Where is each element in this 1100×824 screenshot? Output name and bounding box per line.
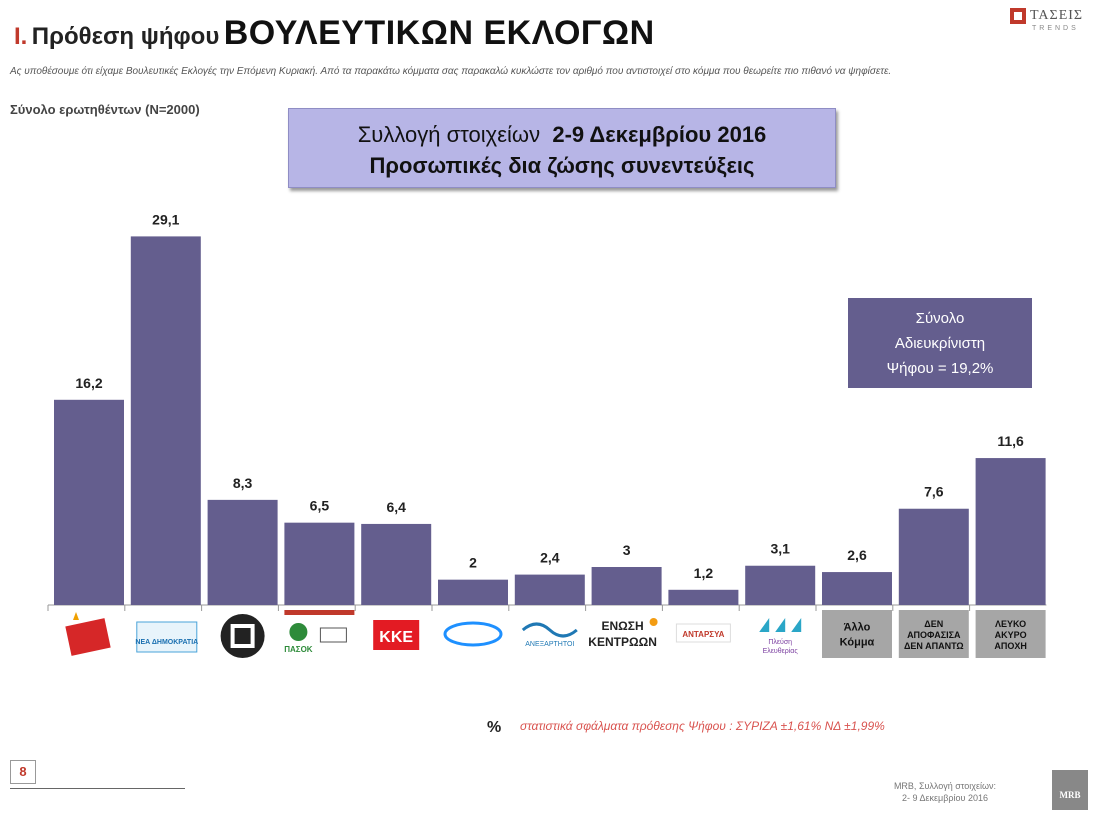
ek-logo-dot-icon (649, 618, 658, 626)
potami-logo-icon (443, 621, 503, 647)
meander-icon (230, 624, 255, 648)
title-number: I. (14, 23, 28, 50)
mrb-logo: MRB (1052, 770, 1088, 810)
data-label: 3 (623, 542, 631, 558)
page-title: I. Πρόθεση ψήφου ΒΟΥΛΕΥΤΙΚΩΝ ΕΚΛΟΓΩΝ (14, 14, 655, 53)
bar (591, 567, 662, 605)
tasis-logo-sub: TRENDS (1032, 25, 1079, 32)
bar (207, 499, 278, 605)
tasis-logo: ΤΑΣΕΙΣ TRENDS (1010, 8, 1090, 38)
data-label: 29,1 (152, 211, 179, 227)
bar (668, 589, 739, 605)
data-collection-box: Συλλογή στοιχείων 2-9 Δεκεμβρίου 2016 Πρ… (288, 108, 836, 188)
source-line1: MRB, Συλλογή στοιχείων: (893, 781, 997, 791)
data-label: 16,2 (75, 375, 102, 391)
plefsi-logo-text: Πλεύση (768, 638, 792, 646)
tasis-logo-mark-icon (1010, 8, 1026, 24)
syriza-logo-icon (65, 618, 111, 656)
bar (514, 574, 585, 605)
collection-method: Προσωπικές δια ζώσης συνεντεύξεις (369, 153, 755, 178)
nd-logo-icon (136, 621, 198, 653)
title-main: ΒΟΥΛΕΥΤΙΚΩΝ ΕΚΛΟΓΩΝ (223, 14, 655, 52)
category-label: Άλλο (844, 622, 871, 634)
undecided-note-line1: Σύνολο (915, 310, 965, 327)
error-margin-note: στατιστικά σφάλματα πρόθεσης Ψήφου : ΣΥΡ… (520, 719, 885, 733)
collection-label: Συλλογή στοιχείων (357, 122, 541, 147)
kke-logo-icon (373, 620, 420, 650)
bar (975, 458, 1046, 605)
page-number: 8 (10, 760, 36, 784)
nd-logo-text: ΝΕΑ ΔΗΜΟΚΡΑΤΙΑ (135, 639, 198, 646)
undecided-note-line2: Αδιευκρίνιστη (894, 335, 986, 352)
bar (438, 579, 508, 605)
data-label: 2 (469, 555, 477, 571)
kke-logo-text: ΚΚΕ (379, 629, 413, 646)
anel-logo-text: ΑΝΕΞΑΡΤΗΤΟΙ (525, 641, 574, 648)
data-label: 6,4 (386, 499, 406, 515)
pasok-top-bar (284, 610, 355, 615)
antarsya-logo-icon (675, 623, 731, 643)
data-label: 8,3 (233, 475, 253, 491)
data-label: 3,1 (770, 541, 790, 557)
bar (130, 236, 201, 605)
dimar-logo-icon (319, 627, 347, 643)
antarsya-logo-text: ΑΝΤΑΡΣΥΑ (682, 630, 724, 639)
data-label: 2,4 (540, 550, 560, 566)
bar (898, 508, 969, 605)
category-label: ΔΕΝ (924, 619, 943, 629)
anel-logo-icon (521, 622, 578, 638)
source-line2: 2- 9 Δεκεμβρίου 2016 (902, 793, 988, 803)
ek-logo-text: ΚΕΝΤΡΩΩΝ (588, 635, 657, 649)
pasok-logo-text: ΠΑΣΟΚ (284, 645, 313, 654)
sample-size: Σύνολο ερωτηθέντων (N=2000) (10, 102, 200, 117)
bar (54, 399, 124, 605)
title-prefix: Πρόθεση ψήφου (31, 23, 220, 50)
data-label: 6,5 (310, 498, 330, 514)
category-label: ΑΠΟΦΑΣΙΣΑ (907, 630, 961, 640)
category-label: ΑΠΟΧΗ (994, 641, 1027, 651)
golden-dawn-logo-icon (220, 614, 265, 658)
category-label: Κόμμα (840, 637, 875, 649)
category-box (822, 610, 892, 658)
star-icon (73, 612, 79, 620)
bar (284, 522, 355, 605)
vote-intention-chart: 16,2 29,1 ΝΕΑ ΔΗΜΟΚΡΑΤΙΑ 8,3 6,5 ΠΑΣΟΚ 6,4 ΚΚΕ 2… (47, 211, 1047, 658)
bar (361, 523, 432, 605)
pasok-sun-icon (289, 623, 308, 641)
data-label: 2,6 (847, 547, 867, 563)
category-box (898, 610, 969, 658)
category-label: ΛΕΥΚΟ (995, 619, 1026, 629)
survey-question: Ας υποθέσουμε ότι είχαμε Βουλευτικές Εκλ… (10, 66, 892, 77)
source-note: MRB, Συλλογή στοιχείων: 2- 9 Δεκεμβρίου … (880, 780, 1010, 804)
data-label: 11,6 (997, 433, 1024, 449)
category-label: ΔΕΝ ΑΠΑΝΤΩ (904, 641, 964, 651)
tasis-logo-brand: ΤΑΣΕΙΣ (1030, 8, 1084, 23)
category-label: ΑΚΥΡΟ (995, 630, 1027, 640)
ek-logo-text: ΕΝΩΣΗ (602, 619, 644, 633)
bar (745, 565, 816, 605)
undecided-note: Σύνολο Αδιευκρίνιστη Ψήφου = 19,2% (848, 298, 1032, 388)
undecided-note-line3: Ψήφου = 19,2% (886, 360, 994, 377)
collection-dates: 2-9 Δεκεμβρίου 2016 (552, 122, 767, 147)
percent-sign: % (487, 719, 502, 736)
plefsi-logo-icon (759, 618, 802, 632)
data-label: 7,6 (924, 484, 944, 500)
category-box (975, 610, 1046, 658)
plefsi-logo-text: Ελευθερίας (763, 647, 799, 655)
footer-divider (10, 788, 185, 789)
data-label: 1,2 (694, 565, 714, 581)
bar (822, 572, 892, 605)
